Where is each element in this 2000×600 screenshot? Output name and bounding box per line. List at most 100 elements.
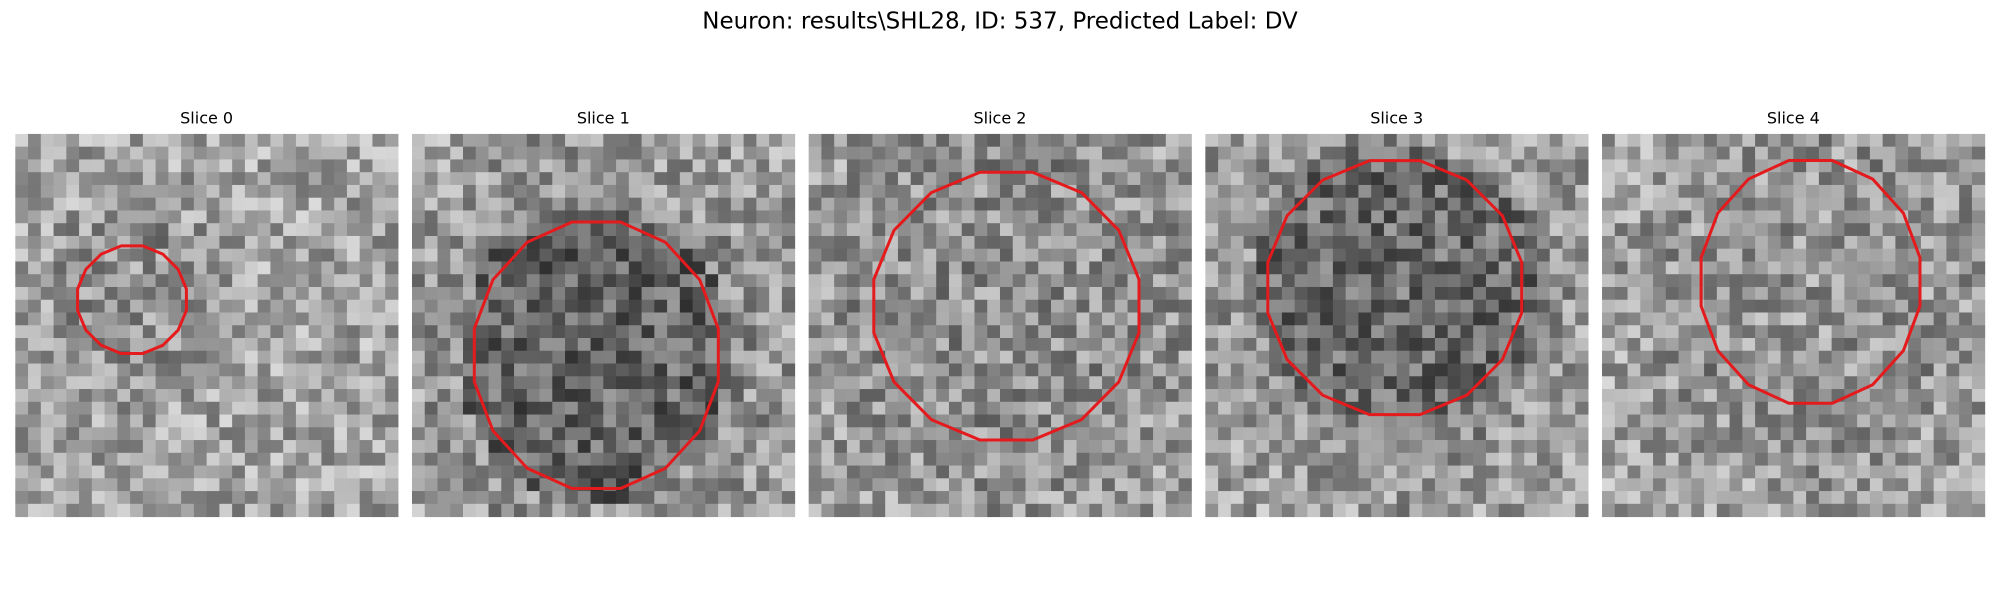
- image-pixel: [437, 235, 451, 250]
- image-pixel: [334, 133, 348, 148]
- image-pixel: [1895, 146, 1909, 160]
- image-pixel: [1165, 325, 1180, 339]
- image-pixel: [1409, 338, 1423, 352]
- image-pixel: [1844, 235, 1858, 250]
- image-pixel: [743, 338, 757, 352]
- image-pixel: [181, 248, 195, 262]
- image-pixel: [910, 159, 924, 173]
- image-pixel: [1895, 274, 1909, 288]
- image-pixel: [193, 325, 208, 339]
- image-pixel: [321, 312, 335, 326]
- image-pixel: [40, 184, 55, 199]
- image-pixel: [1140, 133, 1154, 148]
- image-pixel: [1409, 376, 1423, 390]
- image-pixel: [859, 286, 873, 301]
- image-pixel: [168, 210, 182, 224]
- image-pixel: [142, 223, 157, 237]
- image-pixel: [1908, 338, 1922, 352]
- image-pixel: [1869, 210, 1884, 224]
- image-pixel: [1716, 159, 1731, 173]
- image-pixel: [1640, 197, 1654, 211]
- image-pixel: [1012, 363, 1027, 377]
- image-pixel: [295, 465, 310, 479]
- image-pixel: [667, 427, 681, 441]
- image-pixel: [1869, 248, 1884, 262]
- image-pixel: [897, 274, 912, 288]
- image-pixel: [705, 350, 719, 365]
- image-pixel: [526, 440, 541, 454]
- figure-title: Neuron: results\SHL28, ID: 537, Predicte…: [702, 9, 1298, 35]
- image-pixel: [910, 299, 924, 313]
- image-pixel: [1742, 223, 1756, 237]
- image-pixel: [961, 274, 975, 288]
- image-pixel: [590, 465, 604, 479]
- image-pixel: [1793, 491, 1807, 505]
- image-pixel: [1959, 338, 1973, 352]
- image-pixel: [628, 401, 643, 416]
- image-pixel: [1831, 363, 1845, 377]
- image-pixel: [1025, 389, 1039, 403]
- image-pixel: [743, 299, 757, 313]
- image-pixel: [193, 172, 208, 186]
- image-pixel: [1716, 389, 1731, 403]
- image-pixel: [628, 414, 643, 428]
- image-pixel: [270, 376, 284, 390]
- image-pixel: [181, 172, 195, 186]
- image-pixel: [1422, 491, 1436, 505]
- image-pixel: [730, 299, 745, 313]
- image-pixel: [1575, 503, 1589, 518]
- image-pixel: [1383, 401, 1398, 416]
- image-pixel: [897, 363, 912, 377]
- image-pixel: [1256, 389, 1270, 403]
- image-pixel: [1256, 478, 1270, 492]
- image-pixel: [1524, 286, 1538, 301]
- image-pixel: [628, 389, 643, 403]
- image-pixel: [1575, 248, 1589, 262]
- image-pixel: [1025, 286, 1039, 301]
- image-pixel: [1562, 389, 1576, 403]
- image-pixel: [1498, 440, 1512, 454]
- image-pixel: [1076, 133, 1090, 148]
- image-pixel: [1460, 350, 1474, 365]
- image-pixel: [1102, 363, 1116, 377]
- image-pixel: [1012, 325, 1027, 339]
- image-pixel: [641, 452, 655, 467]
- image-pixel: [514, 440, 528, 454]
- image-pixel: [385, 261, 399, 275]
- panel-title: Slice 2: [974, 109, 1027, 128]
- image-pixel: [219, 401, 233, 416]
- image-pixel: [1153, 312, 1167, 326]
- image-pixel: [1485, 312, 1500, 326]
- image-pixel: [206, 235, 220, 250]
- image-pixel: [1383, 478, 1398, 492]
- image-pixel: [488, 389, 502, 403]
- image-pixel: [1230, 503, 1245, 518]
- image-pixel: [1140, 325, 1154, 339]
- image-pixel: [1076, 491, 1090, 505]
- image-pixel: [539, 440, 553, 454]
- image-pixel: [206, 503, 220, 518]
- image-pixel: [1857, 452, 1871, 467]
- image-pixel: [1460, 312, 1474, 326]
- image-pixel: [206, 440, 220, 454]
- image-pixel: [1485, 414, 1500, 428]
- image-pixel: [641, 261, 655, 275]
- image-pixel: [1831, 427, 1845, 441]
- image-pixel: [1869, 197, 1884, 211]
- image-pixel: [885, 197, 899, 211]
- image-pixel: [450, 133, 464, 148]
- image-pixel: [219, 235, 233, 250]
- image-pixel: [1511, 503, 1525, 518]
- image-pixel: [1653, 159, 1667, 173]
- image-pixel: [155, 223, 169, 237]
- image-pixel: [463, 286, 477, 301]
- image-pixel: [1780, 376, 1794, 390]
- image-pixel: [974, 376, 988, 390]
- image-pixel: [577, 197, 592, 211]
- image-pixel: [1678, 376, 1692, 390]
- image-pixel: [295, 401, 310, 416]
- image-pixel: [1908, 350, 1922, 365]
- image-pixel: [117, 312, 131, 326]
- image-pixel: [1178, 452, 1192, 467]
- image-pixel: [424, 350, 438, 365]
